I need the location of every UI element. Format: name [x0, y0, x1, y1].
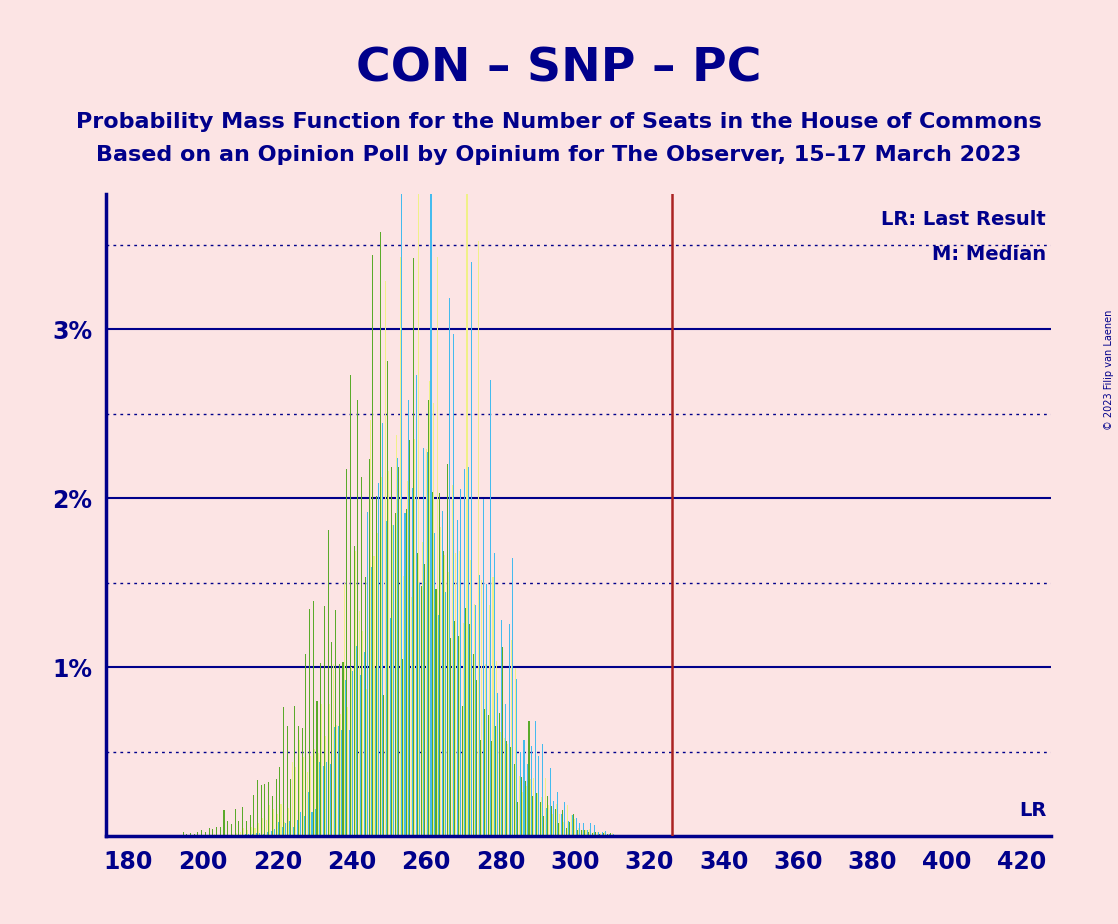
Text: CON – SNP – PC: CON – SNP – PC: [357, 47, 761, 91]
Text: LR: Last Result: LR: Last Result: [881, 210, 1046, 229]
Text: LR: LR: [1018, 801, 1046, 821]
Text: M: Median: M: Median: [932, 246, 1046, 264]
Text: © 2023 Filip van Laenen: © 2023 Filip van Laenen: [1105, 310, 1114, 430]
Text: Probability Mass Function for the Number of Seats in the House of Commons: Probability Mass Function for the Number…: [76, 112, 1042, 132]
Text: Based on an Opinion Poll by Opinium for The Observer, 15–17 March 2023: Based on an Opinion Poll by Opinium for …: [96, 145, 1022, 165]
